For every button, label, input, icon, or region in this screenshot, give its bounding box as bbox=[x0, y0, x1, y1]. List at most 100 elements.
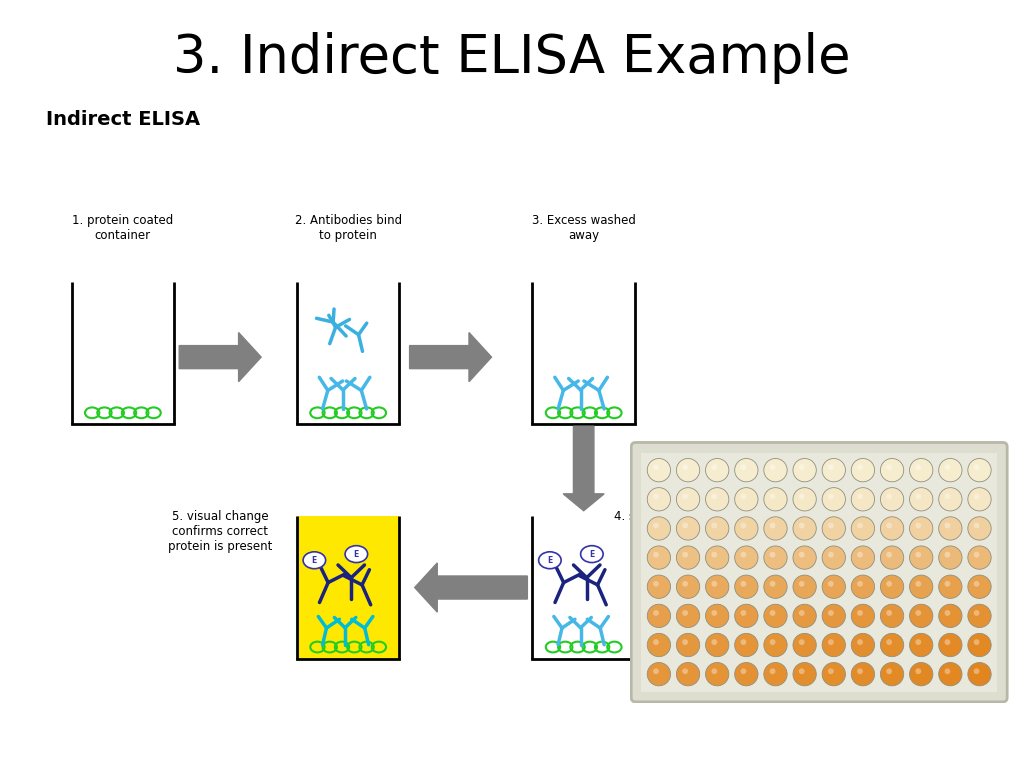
Circle shape bbox=[764, 488, 787, 511]
Circle shape bbox=[706, 663, 729, 686]
Circle shape bbox=[851, 458, 874, 482]
Circle shape bbox=[968, 663, 991, 686]
Circle shape bbox=[734, 663, 758, 686]
Circle shape bbox=[915, 610, 922, 616]
Circle shape bbox=[822, 575, 846, 598]
Text: E: E bbox=[311, 556, 317, 564]
Circle shape bbox=[968, 517, 991, 540]
Circle shape bbox=[734, 634, 758, 657]
Circle shape bbox=[677, 604, 699, 627]
Circle shape bbox=[968, 634, 991, 657]
Circle shape bbox=[915, 639, 922, 645]
Circle shape bbox=[939, 517, 962, 540]
Circle shape bbox=[857, 465, 863, 470]
Circle shape bbox=[799, 610, 805, 616]
Circle shape bbox=[939, 458, 962, 482]
Circle shape bbox=[909, 663, 933, 686]
Circle shape bbox=[653, 639, 658, 645]
FancyBboxPatch shape bbox=[631, 442, 1008, 702]
Circle shape bbox=[944, 494, 950, 499]
Circle shape bbox=[740, 522, 746, 528]
Circle shape bbox=[653, 522, 658, 528]
Circle shape bbox=[647, 517, 671, 540]
Circle shape bbox=[770, 639, 775, 645]
Circle shape bbox=[939, 575, 962, 598]
Circle shape bbox=[857, 551, 863, 558]
Circle shape bbox=[764, 604, 787, 627]
Circle shape bbox=[881, 575, 904, 598]
Circle shape bbox=[974, 494, 980, 499]
Circle shape bbox=[828, 522, 834, 528]
Circle shape bbox=[677, 575, 699, 598]
Circle shape bbox=[851, 634, 874, 657]
Circle shape bbox=[851, 663, 874, 686]
Circle shape bbox=[303, 551, 326, 568]
Circle shape bbox=[968, 546, 991, 569]
Circle shape bbox=[939, 546, 962, 569]
Circle shape bbox=[857, 494, 863, 499]
Circle shape bbox=[909, 634, 933, 657]
Circle shape bbox=[881, 517, 904, 540]
Circle shape bbox=[539, 551, 561, 568]
Circle shape bbox=[909, 488, 933, 511]
Circle shape bbox=[828, 465, 834, 470]
Circle shape bbox=[764, 458, 787, 482]
Circle shape bbox=[677, 546, 699, 569]
Circle shape bbox=[799, 639, 805, 645]
Circle shape bbox=[909, 575, 933, 598]
Circle shape bbox=[653, 551, 658, 558]
Circle shape bbox=[764, 546, 787, 569]
Circle shape bbox=[740, 668, 746, 674]
Circle shape bbox=[682, 581, 688, 587]
Circle shape bbox=[828, 581, 834, 587]
Circle shape bbox=[734, 546, 758, 569]
Circle shape bbox=[909, 458, 933, 482]
Circle shape bbox=[677, 458, 699, 482]
Bar bbox=[297, 516, 399, 659]
Circle shape bbox=[764, 575, 787, 598]
Circle shape bbox=[857, 581, 863, 587]
Circle shape bbox=[793, 488, 816, 511]
Text: 4. second antibody
binds to first: 4. second antibody binds to first bbox=[614, 510, 727, 538]
Circle shape bbox=[881, 634, 904, 657]
Circle shape bbox=[974, 610, 980, 616]
Circle shape bbox=[793, 604, 816, 627]
Circle shape bbox=[793, 634, 816, 657]
Circle shape bbox=[881, 458, 904, 482]
Text: 5. visual change
confirms correct
protein is present: 5. visual change confirms correct protei… bbox=[168, 510, 272, 553]
Circle shape bbox=[706, 517, 729, 540]
Circle shape bbox=[770, 581, 775, 587]
Circle shape bbox=[712, 465, 717, 470]
Circle shape bbox=[828, 610, 834, 616]
Circle shape bbox=[706, 546, 729, 569]
Circle shape bbox=[974, 668, 980, 674]
Circle shape bbox=[793, 663, 816, 686]
Circle shape bbox=[886, 551, 892, 558]
Circle shape bbox=[968, 604, 991, 627]
Circle shape bbox=[793, 458, 816, 482]
Circle shape bbox=[851, 488, 874, 511]
Text: 1. protein coated
container: 1. protein coated container bbox=[73, 214, 173, 242]
Circle shape bbox=[682, 522, 688, 528]
Circle shape bbox=[740, 494, 746, 499]
Text: 2. Antibodies bind
to protein: 2. Antibodies bind to protein bbox=[295, 214, 401, 242]
Circle shape bbox=[682, 465, 688, 470]
Circle shape bbox=[881, 488, 904, 511]
Circle shape bbox=[793, 517, 816, 540]
Circle shape bbox=[939, 634, 962, 657]
Circle shape bbox=[822, 458, 846, 482]
Circle shape bbox=[909, 604, 933, 627]
Circle shape bbox=[647, 634, 671, 657]
Circle shape bbox=[734, 458, 758, 482]
Polygon shape bbox=[179, 333, 261, 382]
Circle shape bbox=[734, 488, 758, 511]
Circle shape bbox=[939, 663, 962, 686]
Circle shape bbox=[712, 639, 717, 645]
Circle shape bbox=[770, 610, 775, 616]
Circle shape bbox=[828, 668, 834, 674]
Text: 3. Excess washed
away: 3. Excess washed away bbox=[531, 214, 636, 242]
Circle shape bbox=[944, 581, 950, 587]
Circle shape bbox=[647, 575, 671, 598]
Circle shape bbox=[706, 458, 729, 482]
Circle shape bbox=[734, 517, 758, 540]
